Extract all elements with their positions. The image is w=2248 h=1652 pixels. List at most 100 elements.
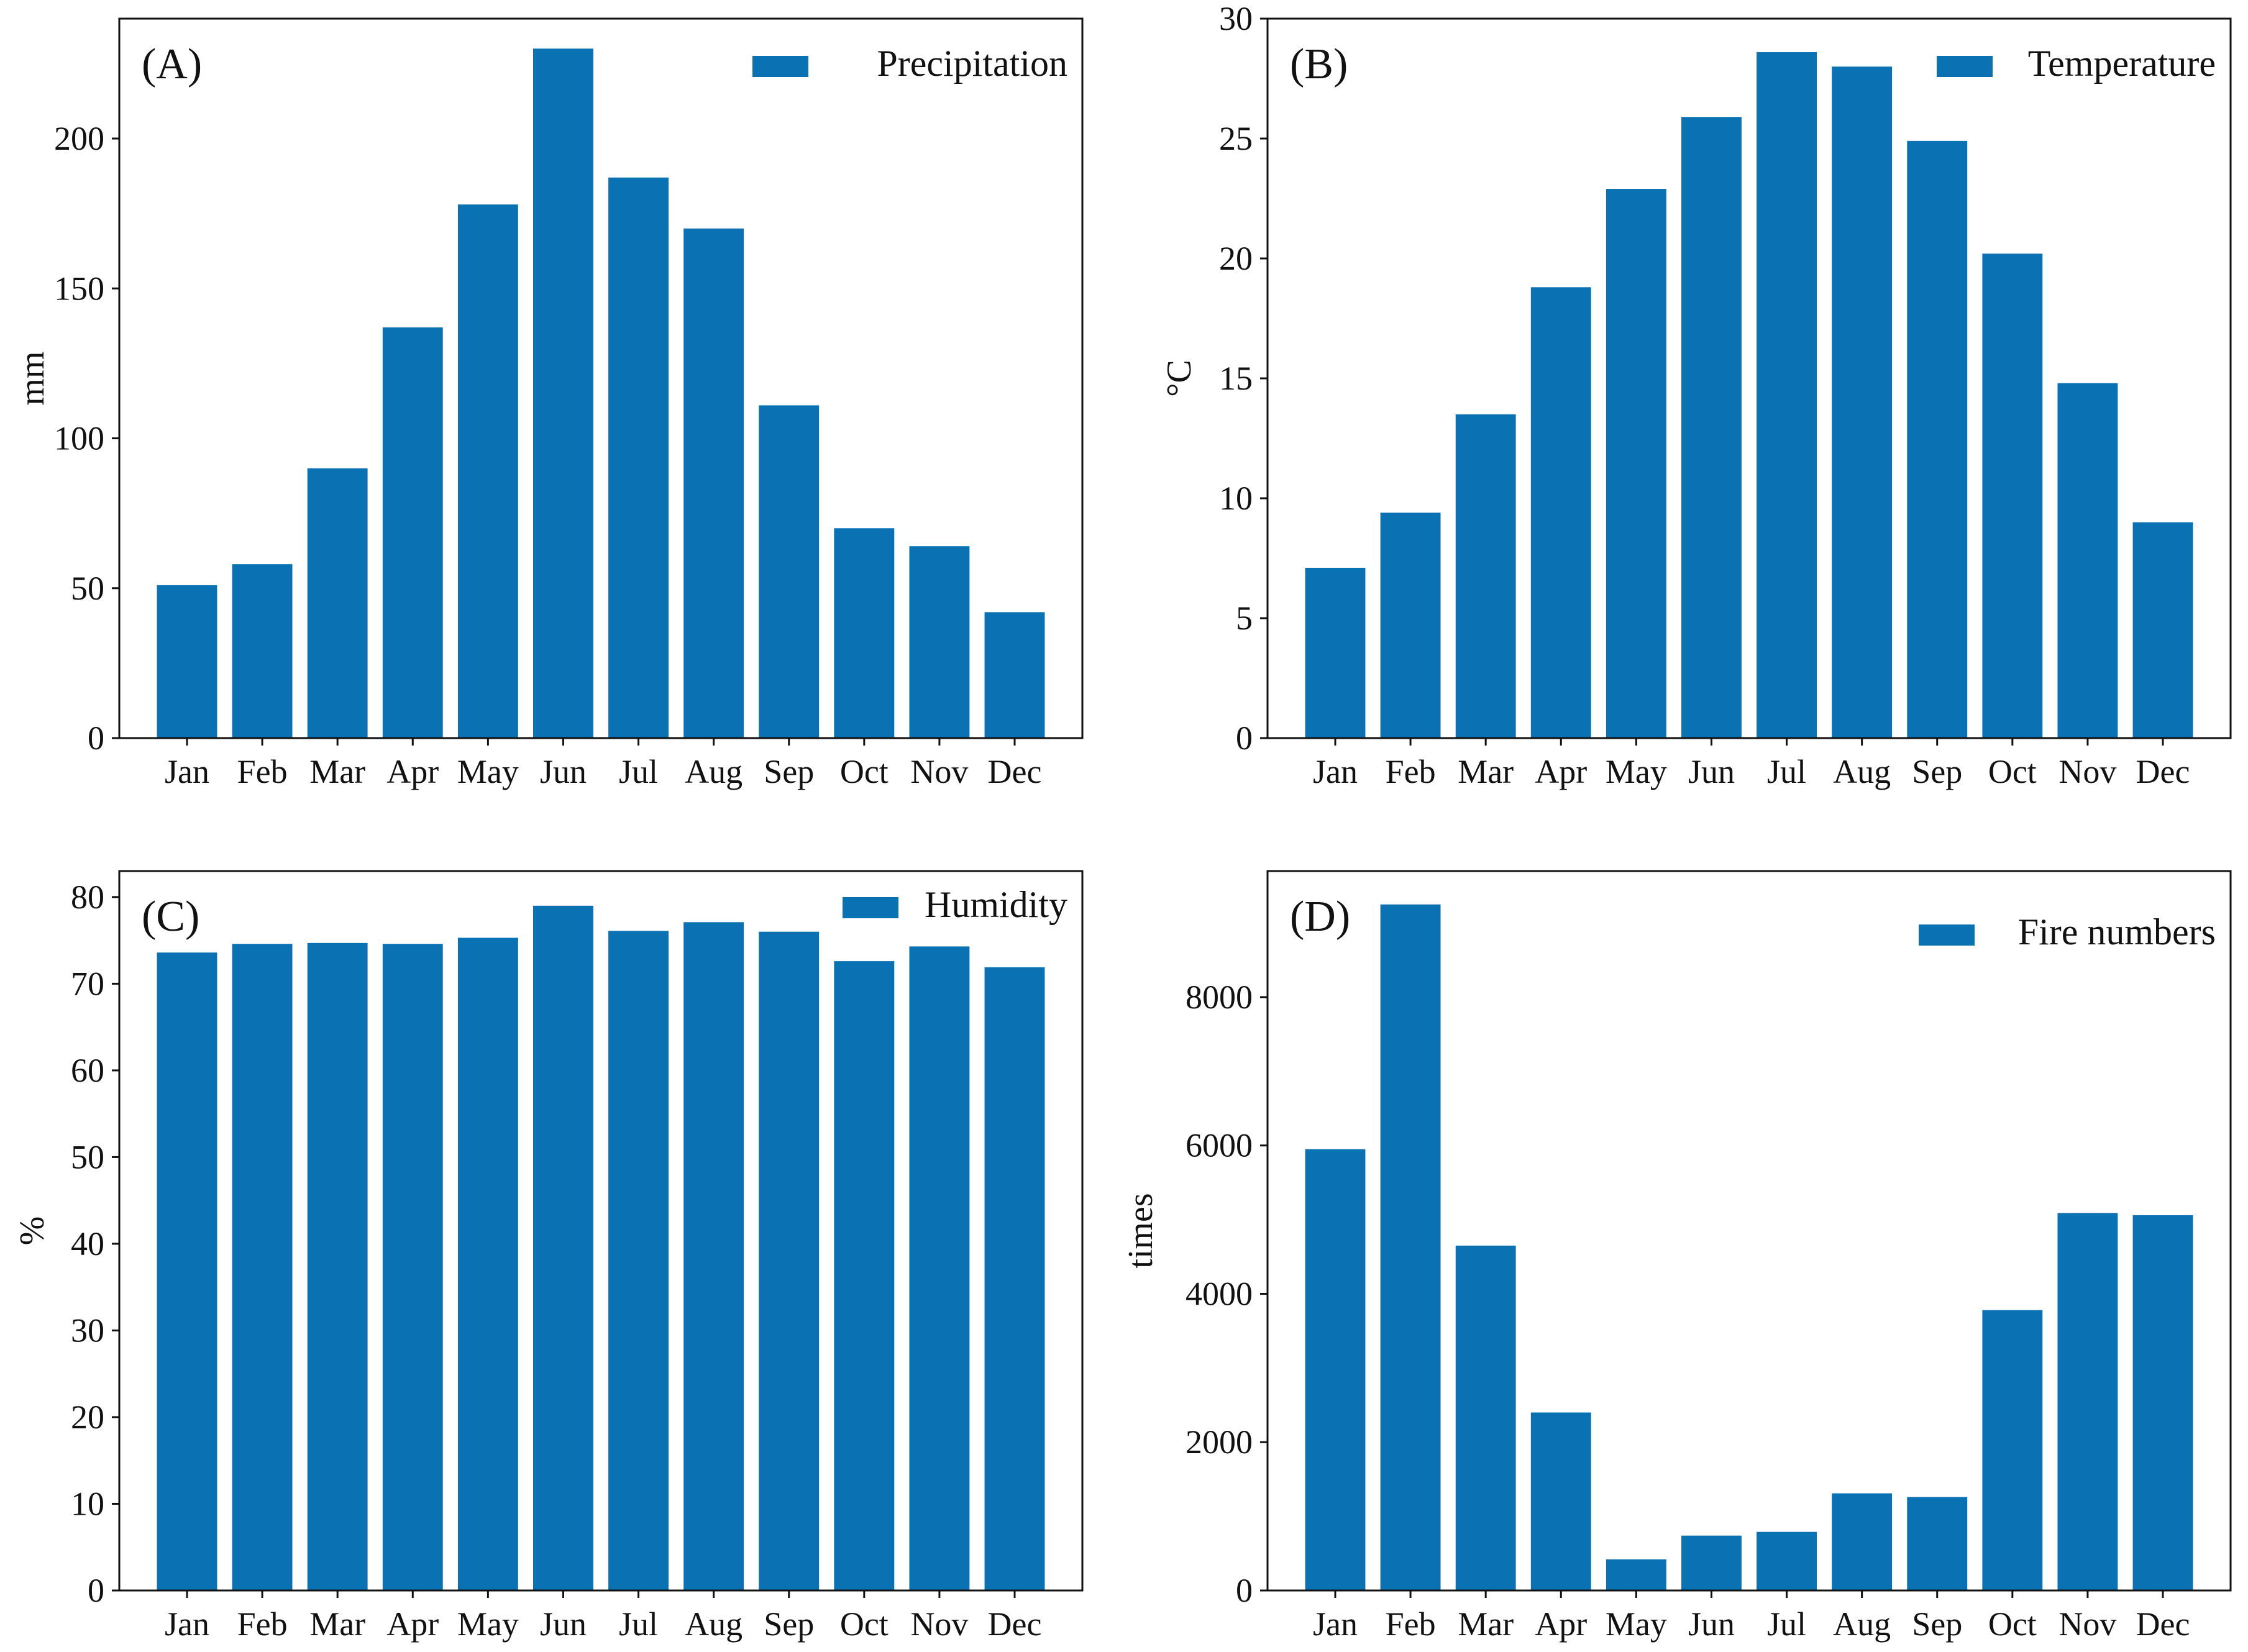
y-tick-label: 50 bbox=[71, 570, 104, 607]
plot-frame bbox=[118, 870, 1084, 1592]
x-tick-label: Feb bbox=[1386, 1605, 1436, 1643]
y-tick-label: 25 bbox=[1219, 120, 1253, 157]
legend-label: Precipitation bbox=[877, 43, 1067, 84]
panel-label: (C) bbox=[142, 893, 199, 941]
x-tick-label: Jun bbox=[1688, 1605, 1735, 1643]
plot-frame bbox=[1266, 17, 2232, 739]
x-tick-label: May bbox=[1606, 753, 1667, 790]
legend-swatch bbox=[1937, 56, 1993, 77]
x-tick-label: Nov bbox=[910, 753, 968, 790]
bar-apr bbox=[1530, 287, 1591, 738]
bar-mar bbox=[1455, 1245, 1516, 1590]
bar-oct bbox=[834, 961, 895, 1590]
x-tick-label: Apr bbox=[1535, 1605, 1587, 1643]
x-tick-label: Sep bbox=[764, 1605, 814, 1643]
x-tick-label: Sep bbox=[764, 753, 814, 790]
y-tick-label: 2000 bbox=[1186, 1423, 1253, 1461]
x-tick-label: Jun bbox=[1688, 753, 1735, 790]
plot-frame bbox=[118, 17, 1084, 739]
bar-nov bbox=[909, 546, 970, 738]
bar-nov bbox=[2057, 383, 2118, 738]
y-tick-label: 80 bbox=[71, 878, 104, 916]
x-tick-label: May bbox=[457, 1605, 519, 1643]
bar-feb bbox=[1380, 513, 1441, 738]
bar-dec bbox=[984, 612, 1045, 738]
y-tick-label: 20 bbox=[1219, 240, 1253, 277]
panel-label: (B) bbox=[1290, 40, 1348, 88]
x-tick-label: Jun bbox=[540, 753, 587, 790]
bar-aug bbox=[1832, 66, 1893, 739]
y-tick-label: 30 bbox=[71, 1312, 104, 1349]
bar-jan bbox=[157, 952, 217, 1590]
bar-mar bbox=[307, 942, 368, 1590]
chart-panel-precipitation: (A) Precipitation mm Jan Feb Mar Apr May Jun J… bbox=[13, 17, 1084, 790]
x-tick-label: Mar bbox=[309, 1605, 365, 1643]
bar-jan bbox=[157, 585, 217, 738]
y-axis-label: % bbox=[13, 1216, 52, 1246]
plot-frame bbox=[1266, 870, 2232, 1592]
x-tick-label: Sep bbox=[1912, 753, 1962, 790]
bar-sep bbox=[1907, 140, 1968, 739]
bar-jan bbox=[1305, 1149, 1366, 1590]
bar-dec bbox=[2132, 1215, 2193, 1590]
y-tick-label: 8000 bbox=[1186, 979, 1253, 1016]
x-tick-label: Oct bbox=[840, 1605, 889, 1643]
legend-swatch bbox=[1919, 924, 1975, 946]
x-tick-label: Jan bbox=[165, 1605, 209, 1643]
y-tick-label: 10 bbox=[1219, 480, 1253, 517]
x-tick-label: Apr bbox=[386, 753, 439, 790]
bar-feb bbox=[232, 944, 293, 1590]
x-tick-label: Mar bbox=[1458, 753, 1514, 790]
x-tick-label: Jan bbox=[1313, 1605, 1358, 1643]
y-tick-label: 6000 bbox=[1186, 1127, 1253, 1164]
y-tick-label: 5 bbox=[1236, 600, 1253, 637]
y-tick-label: 100 bbox=[54, 420, 104, 457]
y-tick-label: 150 bbox=[54, 270, 104, 307]
bar-may bbox=[457, 938, 518, 1590]
y-tick-label: 0 bbox=[1236, 1572, 1253, 1609]
bar-dec bbox=[2132, 522, 2193, 738]
y-axis-label: mm bbox=[13, 351, 52, 405]
x-tick-label: Dec bbox=[988, 753, 1042, 790]
x-tick-label: Apr bbox=[386, 1605, 439, 1643]
x-tick-label: Dec bbox=[2136, 1605, 2190, 1643]
y-axis-label: °C bbox=[1160, 360, 1199, 397]
y-tick-label: 15 bbox=[1219, 360, 1253, 397]
x-tick-label: Dec bbox=[2136, 753, 2190, 790]
bar-apr bbox=[382, 327, 443, 738]
legend-label: Humidity bbox=[925, 884, 1067, 925]
bar-oct bbox=[1982, 253, 2043, 738]
x-tick-label: Aug bbox=[685, 1605, 742, 1643]
y-tick-label: 60 bbox=[71, 1052, 104, 1089]
x-tick-label: Feb bbox=[237, 753, 288, 790]
y-tick-label: 30 bbox=[1219, 0, 1253, 37]
bar-oct bbox=[834, 528, 895, 738]
chart-panel-humidity: (C) Humidity % Jan Feb Mar Apr May Jun Jul Aug S… bbox=[13, 870, 1084, 1643]
bar-jul bbox=[1757, 1531, 1817, 1590]
bar-aug bbox=[1832, 1493, 1893, 1590]
bar-mar bbox=[307, 468, 368, 738]
legend-label: Temperature bbox=[2028, 43, 2216, 84]
x-tick-label: Feb bbox=[1386, 753, 1436, 790]
x-tick-label: May bbox=[457, 753, 519, 790]
bar-sep bbox=[759, 405, 820, 738]
x-tick-label: Nov bbox=[910, 1605, 968, 1643]
bar-sep bbox=[759, 931, 820, 1590]
y-tick-label: 70 bbox=[71, 965, 104, 1002]
y-tick-label: 20 bbox=[71, 1399, 104, 1436]
chart-panel-temperature: (B) Temperature °C Jan Feb Mar Apr May Jun Jul… bbox=[1160, 0, 2232, 790]
x-tick-label: Aug bbox=[1833, 1605, 1891, 1643]
x-tick-label: Jul bbox=[619, 1605, 658, 1643]
bar-jan bbox=[1305, 567, 1366, 738]
bar-jul bbox=[1757, 52, 1817, 738]
y-tick-label: 200 bbox=[54, 120, 104, 157]
bar-oct bbox=[1982, 1310, 2043, 1590]
panel-label: (D) bbox=[1290, 893, 1350, 941]
bar-may bbox=[1606, 1559, 1666, 1590]
bar-may bbox=[1606, 189, 1666, 738]
x-tick-label: Nov bbox=[2058, 1605, 2116, 1643]
bar-dec bbox=[984, 967, 1045, 1590]
bar-feb bbox=[232, 564, 293, 738]
x-tick-label: May bbox=[1606, 1605, 1667, 1643]
